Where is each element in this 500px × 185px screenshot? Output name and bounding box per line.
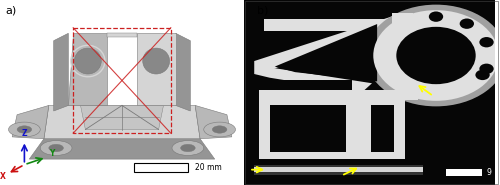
Circle shape — [480, 37, 494, 47]
Bar — [260, 98, 406, 159]
Bar — [254, 167, 438, 172]
Bar — [446, 169, 482, 176]
Circle shape — [476, 70, 490, 80]
Ellipse shape — [142, 48, 170, 74]
Bar — [370, 105, 394, 152]
Polygon shape — [44, 105, 200, 139]
Circle shape — [374, 10, 498, 101]
Text: b): b) — [257, 6, 268, 16]
Text: Y: Y — [49, 149, 54, 158]
Circle shape — [480, 64, 494, 74]
Polygon shape — [136, 33, 175, 105]
Polygon shape — [80, 105, 164, 130]
Bar — [495, 0, 500, 185]
Ellipse shape — [40, 141, 72, 155]
Bar — [260, 80, 352, 90]
Polygon shape — [264, 18, 402, 31]
Bar — [134, 163, 188, 172]
Polygon shape — [68, 33, 108, 105]
Text: Z: Z — [22, 129, 28, 138]
Bar — [270, 105, 346, 152]
Ellipse shape — [8, 122, 40, 137]
Ellipse shape — [17, 126, 32, 133]
Ellipse shape — [49, 144, 64, 152]
Polygon shape — [254, 67, 372, 92]
Bar — [392, 13, 413, 31]
Circle shape — [366, 5, 500, 106]
Polygon shape — [274, 24, 377, 81]
Polygon shape — [254, 13, 402, 74]
Ellipse shape — [172, 141, 204, 155]
Polygon shape — [54, 33, 68, 111]
Circle shape — [460, 18, 474, 29]
Text: 9 mm: 9 mm — [487, 168, 500, 177]
Polygon shape — [176, 33, 190, 111]
Polygon shape — [30, 139, 214, 159]
Ellipse shape — [180, 144, 195, 152]
Circle shape — [396, 27, 475, 84]
Polygon shape — [195, 105, 232, 139]
Text: X: X — [0, 171, 6, 181]
Polygon shape — [12, 105, 49, 139]
Text: 20 mm: 20 mm — [195, 163, 222, 172]
Ellipse shape — [74, 48, 102, 74]
Bar — [352, 91, 368, 157]
Polygon shape — [108, 33, 136, 37]
Bar — [254, 165, 438, 175]
Bar — [260, 90, 418, 100]
Ellipse shape — [212, 126, 227, 133]
Bar — [423, 115, 500, 185]
Text: a): a) — [5, 6, 16, 16]
Ellipse shape — [204, 122, 236, 137]
Circle shape — [429, 11, 443, 22]
